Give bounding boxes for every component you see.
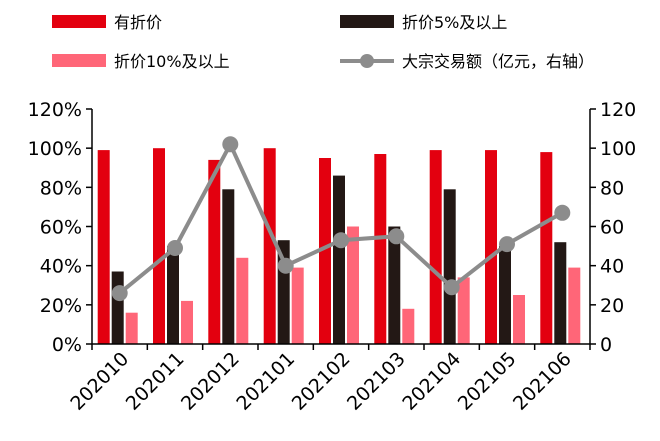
- x-tick-label: 202012: [177, 348, 244, 415]
- bar-1-202102: [319, 158, 331, 344]
- right-tick-label: 80: [600, 177, 624, 199]
- bar-3-202103: [402, 308, 415, 345]
- x-tick-label: 202101: [232, 348, 299, 415]
- bar-1-202104: [429, 150, 442, 344]
- bar-3-202011: [181, 300, 193, 344]
- bar-2-202011: [167, 246, 179, 344]
- bar-3-202010: [125, 312, 138, 344]
- bar-3-202101: [291, 267, 304, 344]
- bar-1-202010: [97, 150, 110, 344]
- left-tick-label: 60%: [40, 217, 82, 239]
- bar-2-202106: [554, 242, 567, 344]
- left-tick-label: 80%: [40, 177, 82, 199]
- line-point-202011: [167, 240, 183, 256]
- bar-2-202104: [443, 189, 456, 344]
- bar-1-202011: [153, 148, 165, 344]
- line-point-202101: [277, 257, 294, 274]
- right-tick-label: 20: [600, 295, 624, 317]
- bar-3-202102: [347, 226, 359, 344]
- legend-label: 有折价: [114, 13, 162, 32]
- x-tick-label: 202102: [288, 348, 355, 415]
- x-tick-label: 202010: [66, 348, 133, 415]
- bar-2-202102: [333, 175, 345, 344]
- bar-1-202106: [540, 152, 553, 344]
- line-point-202104: [443, 279, 460, 296]
- x-tick-label: 202103: [343, 348, 410, 415]
- right-tick-label: 0: [600, 334, 612, 356]
- bar-3-202105: [513, 295, 525, 344]
- left-tick-label: 0%: [52, 334, 82, 356]
- bar-2-202010: [111, 271, 124, 344]
- bar-2-202103: [388, 226, 401, 344]
- line-point-202102: [333, 232, 349, 249]
- bar-2-202105: [499, 246, 511, 344]
- x-tick-label: 202106: [509, 348, 576, 415]
- legend-label: 折价5%及以上: [402, 13, 507, 32]
- bar-1-202105: [485, 150, 497, 344]
- right-tick-label: 60: [600, 217, 624, 239]
- legend-marker: [360, 54, 374, 68]
- x-tick-label: 202011: [122, 348, 189, 415]
- legend-swatch: [340, 15, 394, 28]
- x-tick-label: 202104: [398, 348, 465, 415]
- line-point-202103: [388, 228, 405, 245]
- bar-2-202012: [222, 189, 235, 344]
- left-tick-label: 40%: [40, 256, 82, 278]
- bar-3-202104: [457, 277, 470, 344]
- bars: [97, 148, 581, 345]
- left-tick-label: 120%: [28, 99, 82, 121]
- left-tick-label: 20%: [40, 295, 82, 317]
- line-point-202010: [111, 285, 128, 302]
- bar-1-202103: [374, 154, 387, 344]
- legend-label: 折价10%及以上: [114, 52, 230, 71]
- legend-swatch: [52, 15, 106, 28]
- line-series: [111, 136, 571, 302]
- line-point-202106: [554, 204, 571, 221]
- bar-1-202012: [208, 159, 221, 344]
- legend-label: 大宗交易额（亿元，右轴）: [402, 52, 594, 71]
- line-point-202105: [499, 236, 515, 253]
- line-point-202012: [222, 136, 239, 153]
- right-tick-label: 40: [600, 256, 624, 278]
- x-tick-label: 202105: [454, 348, 521, 415]
- bar-1-202101: [263, 148, 276, 344]
- left-tick-label: 100%: [28, 138, 82, 160]
- bar-3-202106: [568, 267, 581, 344]
- legend-swatch: [52, 54, 106, 67]
- right-tick-label: 100: [600, 138, 636, 160]
- bar-3-202012: [236, 257, 249, 344]
- right-tick-label: 120: [600, 99, 636, 121]
